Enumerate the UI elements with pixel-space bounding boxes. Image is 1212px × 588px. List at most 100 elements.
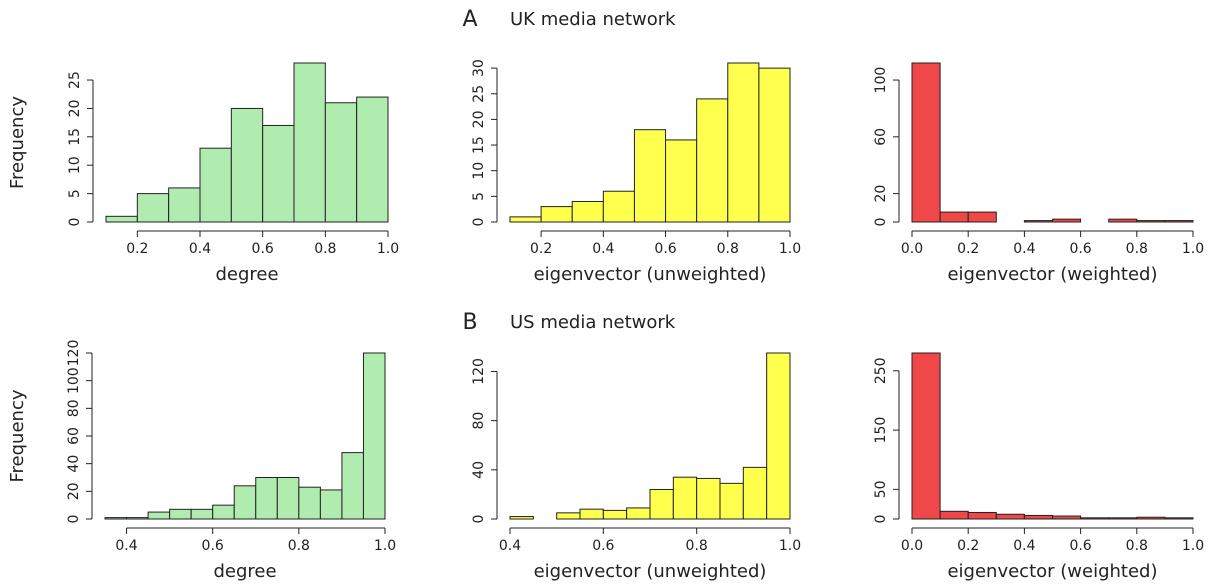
x-tick-label: 1.0 bbox=[377, 241, 399, 257]
y-tick-label: 0 bbox=[67, 218, 83, 227]
x-tick-label: 0.4 bbox=[499, 538, 521, 554]
x-tick-label: 0.6 bbox=[1069, 241, 1091, 257]
bar bbox=[1023, 220, 1054, 223]
x-tick-label: 1.0 bbox=[1182, 538, 1204, 554]
x-axis-label: eigenvector (weighted) bbox=[947, 561, 1157, 582]
bar bbox=[911, 352, 941, 520]
x-tick-label: 0.2 bbox=[530, 241, 552, 257]
bar bbox=[579, 508, 604, 520]
x-tick-label: 0.2 bbox=[957, 538, 979, 554]
y-tick-label: 60 bbox=[66, 427, 82, 445]
bar bbox=[540, 206, 573, 223]
bar bbox=[571, 200, 604, 223]
x-tick-label: 0.6 bbox=[592, 538, 614, 554]
y-tick-label: 25 bbox=[67, 71, 83, 89]
x-tick-label: 0.8 bbox=[686, 538, 708, 554]
bar bbox=[649, 488, 674, 520]
x-tick-label: 0.0 bbox=[901, 241, 923, 257]
x-tick-label: 0.6 bbox=[1069, 538, 1091, 554]
x-tick-label: 0.4 bbox=[1013, 241, 1035, 257]
bar bbox=[276, 477, 300, 520]
bar bbox=[509, 216, 542, 223]
x-axis-label: eigenvector (unweighted) bbox=[534, 561, 767, 582]
y-tick-label: 120 bbox=[471, 358, 487, 385]
bar bbox=[230, 107, 264, 223]
bar bbox=[995, 513, 1025, 520]
y-tick-label: 20 bbox=[471, 111, 487, 129]
bar bbox=[509, 516, 534, 520]
y-tick-label: 15 bbox=[67, 128, 83, 146]
x-tick-label: 0.4 bbox=[189, 241, 211, 257]
bar bbox=[1052, 218, 1082, 223]
bar bbox=[190, 508, 214, 520]
bar bbox=[1080, 517, 1110, 520]
x-axis-label: degree bbox=[213, 561, 276, 582]
bar bbox=[1108, 517, 1138, 520]
y-tick-label: 100 bbox=[873, 67, 889, 94]
x-tick-label: 0.8 bbox=[717, 241, 739, 257]
bar bbox=[105, 215, 138, 223]
y-tick-label: 40 bbox=[471, 461, 487, 479]
x-tick-label: 0.8 bbox=[1126, 241, 1148, 257]
bar bbox=[199, 147, 232, 223]
bar bbox=[626, 507, 651, 520]
y-tick-label: 40 bbox=[66, 455, 82, 473]
bar bbox=[766, 352, 791, 520]
y-tick-label: 20 bbox=[67, 100, 83, 118]
bar bbox=[293, 62, 326, 223]
x-tick-label: 0.6 bbox=[202, 538, 224, 554]
y-tick-label: 60 bbox=[873, 128, 889, 146]
x-tick-label: 0.4 bbox=[115, 538, 137, 554]
bar bbox=[169, 508, 192, 520]
y-tick-label: 80 bbox=[471, 412, 487, 430]
x-tick-label: 1.0 bbox=[1182, 241, 1204, 257]
panel-title: UK media network bbox=[510, 9, 676, 30]
bar bbox=[262, 124, 295, 223]
bar bbox=[911, 62, 941, 223]
y-tick-label: 0 bbox=[471, 218, 487, 227]
y-tick-label: 25 bbox=[471, 85, 487, 103]
bar bbox=[696, 477, 721, 520]
x-tick-label: 0.2 bbox=[957, 241, 979, 257]
x-tick-label: 0.0 bbox=[901, 538, 923, 554]
bar bbox=[298, 486, 321, 520]
bar bbox=[362, 352, 386, 520]
y-tick-label: 150 bbox=[873, 417, 889, 444]
bar bbox=[719, 482, 744, 520]
y-tick-label: 0 bbox=[471, 515, 487, 524]
y-tick-label: 80 bbox=[66, 399, 82, 417]
bar bbox=[147, 511, 171, 520]
x-tick-label: 0.8 bbox=[1126, 538, 1148, 554]
bar bbox=[967, 511, 997, 520]
y-axis-label: Frequency bbox=[7, 96, 28, 189]
bar bbox=[696, 98, 729, 223]
x-axis-label: degree bbox=[215, 264, 278, 285]
bar bbox=[255, 477, 278, 520]
x-tick-label: 1.0 bbox=[779, 241, 801, 257]
bar bbox=[136, 193, 170, 223]
bar bbox=[1164, 517, 1194, 520]
y-tick-label: 5 bbox=[471, 192, 487, 201]
bar bbox=[168, 187, 201, 223]
bar bbox=[556, 512, 581, 520]
x-tick-label: 0.6 bbox=[252, 241, 274, 257]
panel-label: A bbox=[462, 7, 477, 32]
y-tick-label: 100 bbox=[66, 367, 82, 394]
bar bbox=[1108, 218, 1138, 223]
y-tick-label: 250 bbox=[873, 357, 889, 384]
bar bbox=[1136, 220, 1166, 223]
bar bbox=[939, 211, 969, 223]
bar bbox=[727, 62, 760, 223]
y-tick-label: 10 bbox=[471, 162, 487, 180]
bar bbox=[319, 489, 343, 520]
panel-label: B bbox=[462, 310, 477, 335]
bar bbox=[233, 485, 257, 520]
bar bbox=[665, 139, 698, 223]
x-tick-label: 0.8 bbox=[314, 241, 336, 257]
bar bbox=[341, 452, 364, 520]
bar bbox=[104, 517, 128, 520]
y-tick-label: 0 bbox=[873, 515, 889, 524]
bar bbox=[602, 509, 628, 520]
bar bbox=[758, 67, 791, 223]
